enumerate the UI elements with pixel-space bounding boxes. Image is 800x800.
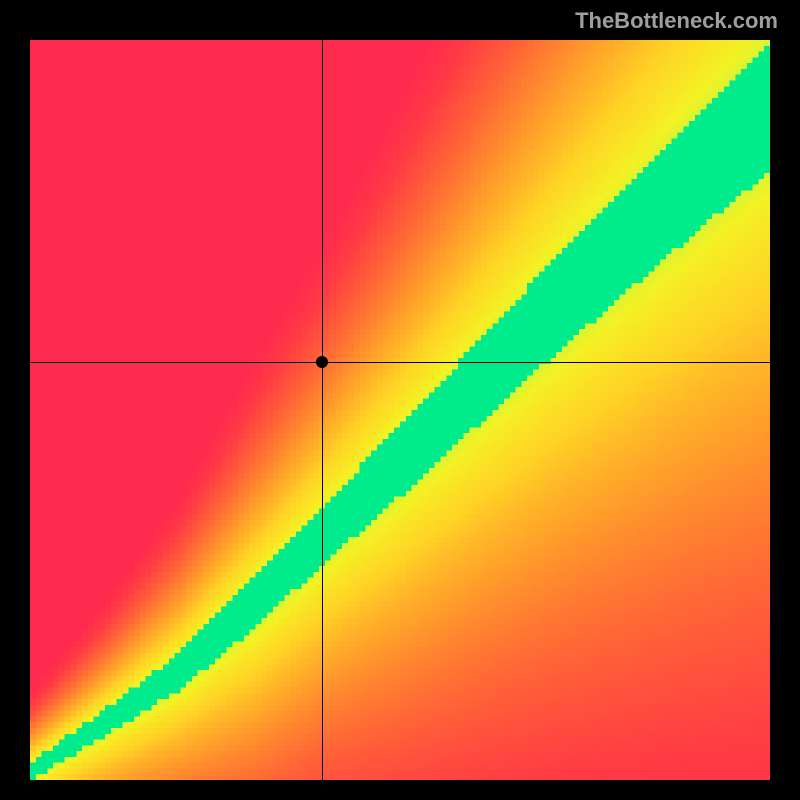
crosshair-horizontal xyxy=(30,362,770,363)
crosshair-marker xyxy=(316,356,328,368)
heatmap-canvas xyxy=(30,40,770,780)
heatmap-plot xyxy=(30,40,770,780)
watermark-text: TheBottleneck.com xyxy=(575,8,778,34)
crosshair-vertical xyxy=(322,40,323,780)
